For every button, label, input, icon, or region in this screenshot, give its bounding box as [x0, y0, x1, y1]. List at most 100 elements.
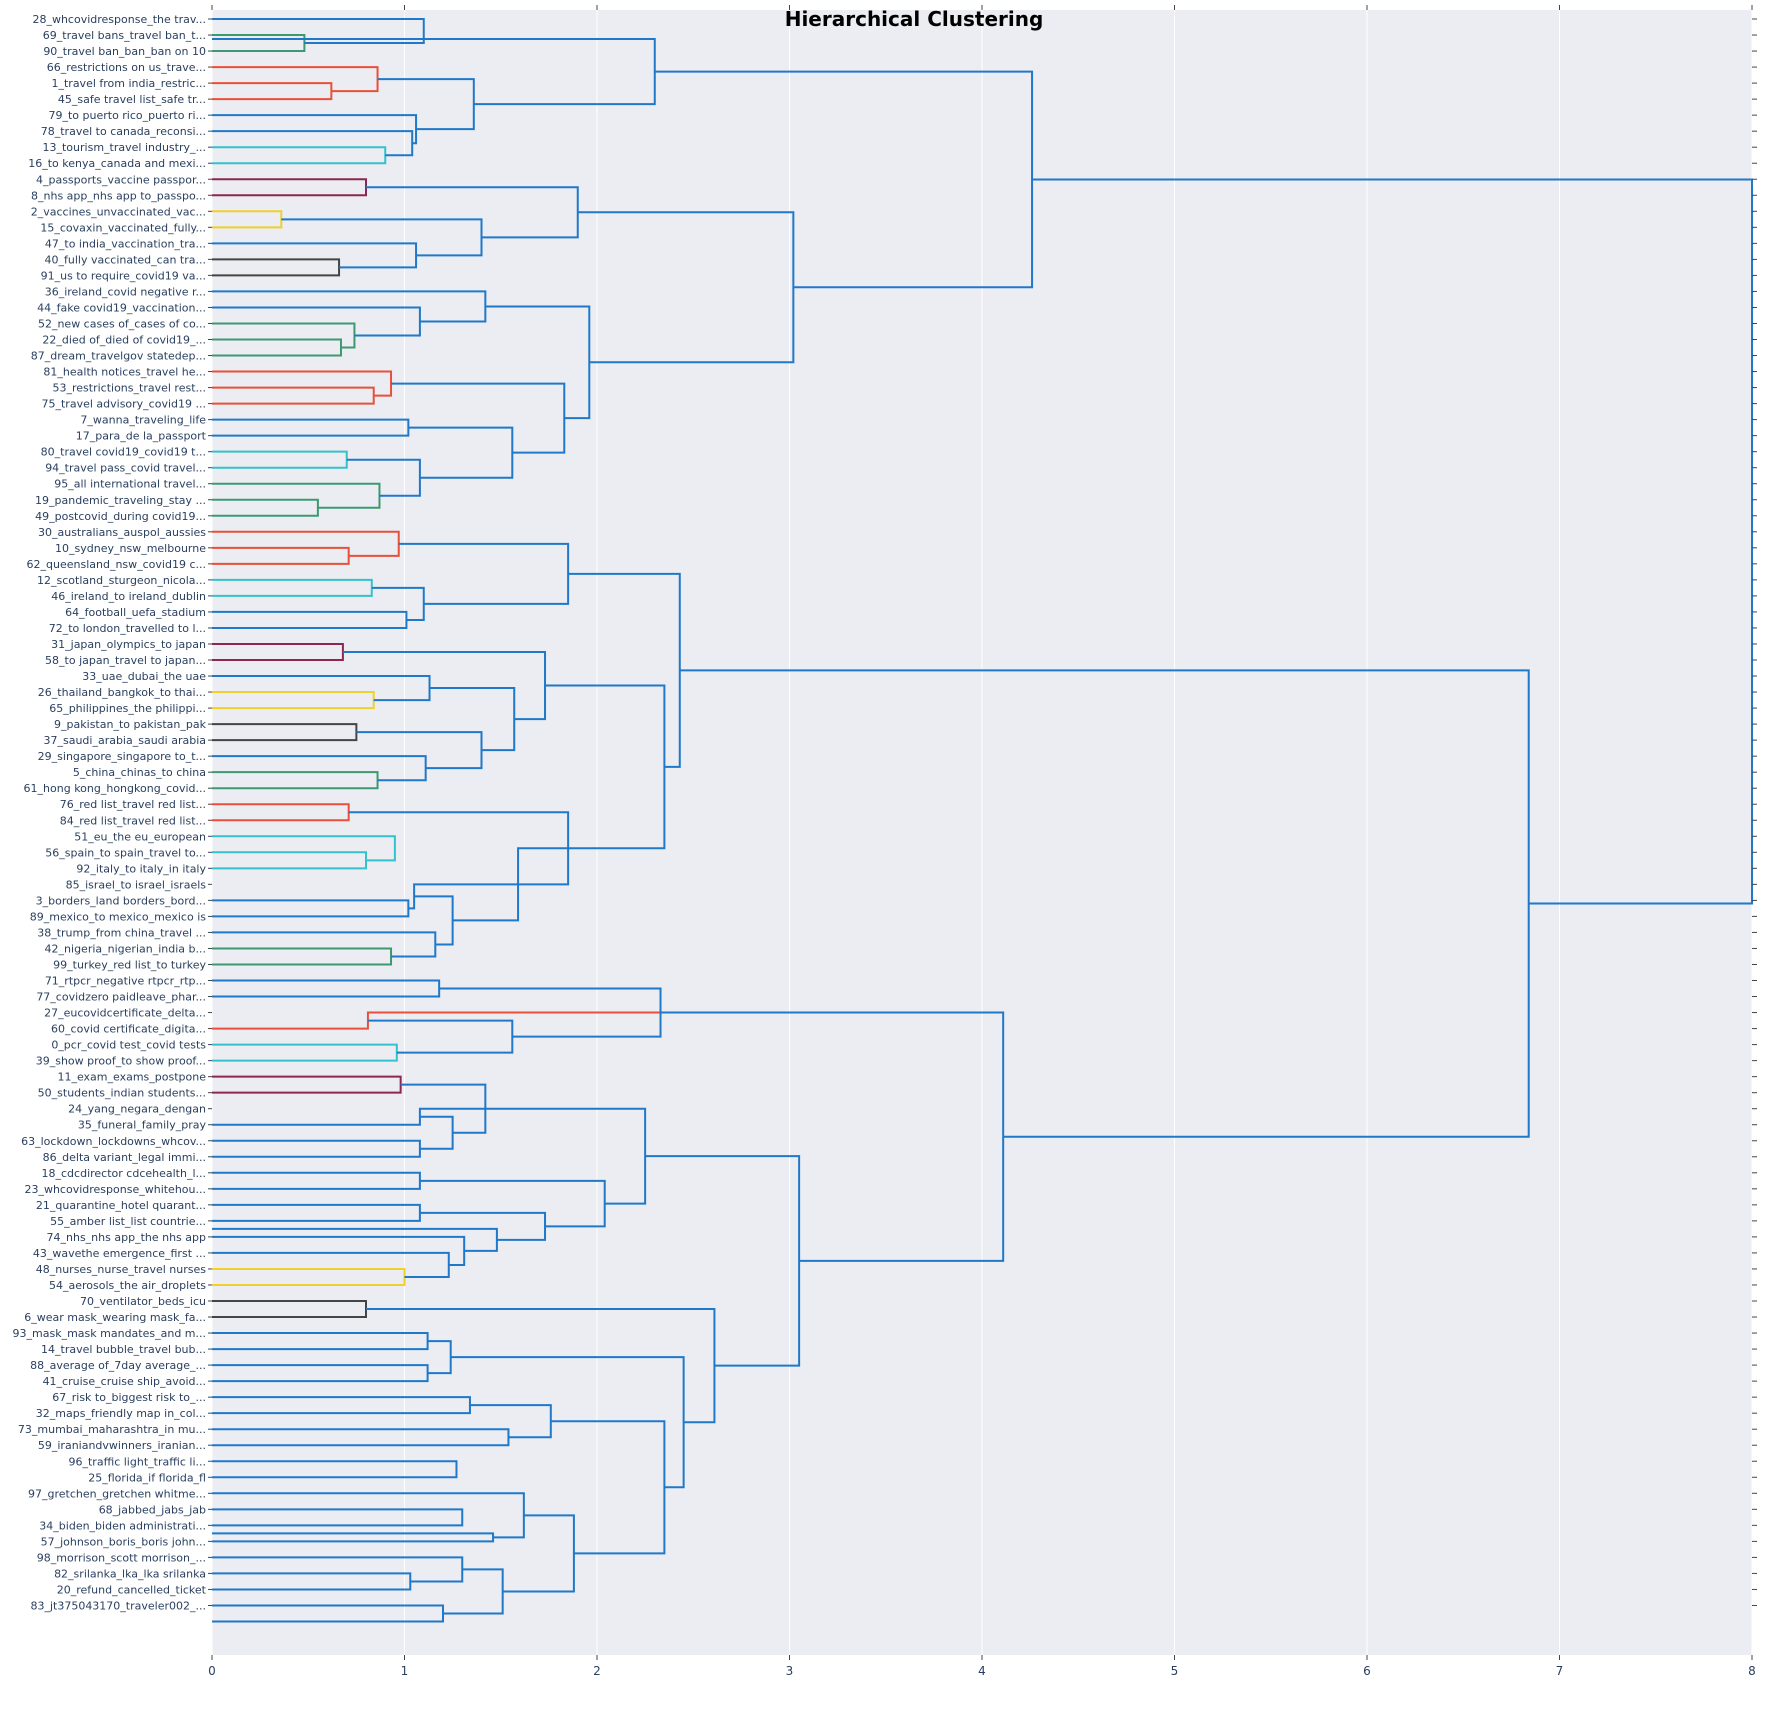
- leaf-label: 50_students_indian students...: [38, 1087, 206, 1100]
- leaf-label: 74_nhs_nhs app_the nhs app: [47, 1231, 206, 1244]
- leaf-label: 81_health notices_travel he...: [43, 366, 206, 379]
- leaf-label: 80_travel covid19_covid19 t...: [41, 446, 206, 459]
- leaf-label: 46_ireland_to ireland_dublin: [51, 590, 206, 603]
- dendrogram-link: [212, 1508, 464, 1527]
- leaf-label: 95_all international travel...: [54, 478, 206, 491]
- leaf-label: 22_died of_died of covid19_...: [42, 334, 206, 347]
- leaf-label: 71_rtpcr_negative rtpcr_rtp...: [45, 975, 206, 988]
- x-tick-label: 0: [208, 1664, 216, 1678]
- leaf-label: 44_fake covid19_vaccination...: [37, 301, 206, 314]
- leaf-label: 19_pandemic_traveling_stay ...: [35, 494, 206, 507]
- leaf-label: 77_covidzero paidleave_phar...: [36, 991, 206, 1004]
- leaf-label: 18_cdcdirector cdcehealth_l...: [42, 1167, 206, 1180]
- leaf-label: 65_philippines_the philippi...: [49, 702, 206, 715]
- x-tick-label: 5: [1171, 1664, 1179, 1678]
- leaf-label: 15_covaxin_vaccinated_fully...: [40, 221, 206, 234]
- leaf-label: 26_thailand_bangkok_to thai...: [38, 686, 206, 699]
- x-axis-ticks: 0 1 2 3 4 5 6 7 8: [208, 5, 1756, 1678]
- x-tick-label: 8: [1748, 1664, 1756, 1678]
- leaf-label: 64_football_uefa_stadium: [65, 606, 206, 619]
- leaf-label: 34_biden_biden administrati...: [39, 1519, 206, 1532]
- leaf-label: 90_travel ban_ban_ban on 10: [43, 45, 206, 58]
- leaf-label: 25_florida_if florida_fl: [88, 1471, 206, 1484]
- leaf-label: 83_jt375043170_traveler002_...: [30, 1599, 206, 1612]
- leaf-label: 54_aerosols_the air_droplets: [49, 1279, 206, 1292]
- leaf-label: 47_to india_vaccination_tra...: [45, 237, 206, 250]
- dendrogram-link: [212, 18, 425, 45]
- leaf-label: 61_hong kong_hongkong_covid...: [24, 782, 206, 795]
- leaf-label: 41_cruise_cruise ship_avoid...: [43, 1375, 206, 1388]
- leaf-label: 51_eu_the eu_european: [74, 830, 206, 843]
- leaf-label: 37_saudi_arabia_saudi arabia: [43, 734, 206, 747]
- leaf-label: 70_ventilator_beds_icu: [80, 1295, 206, 1308]
- dendrogram-link: [1032, 178, 1753, 905]
- leaf-label: 7_wanna_traveling_life: [80, 414, 206, 427]
- leaf-label: 87_dream_travelgov statedep...: [31, 350, 206, 363]
- x-tick-label: 3: [786, 1664, 794, 1678]
- x-tick-label: 2: [593, 1664, 601, 1678]
- leaf-label: 78_travel to canada_reconsi...: [41, 125, 206, 138]
- leaf-label: 9_pakistan_to pakistan_pak: [54, 718, 207, 731]
- leaf-label: 99_turkey_red list_to turkey: [53, 958, 206, 971]
- leaf-label: 82_srilanka_lka_lka srilanka: [54, 1567, 206, 1580]
- leaf-label: 38_trump_from china_travel ...: [37, 926, 206, 939]
- leaf-label: 8_nhs app_nhs app to_passpo...: [31, 189, 206, 202]
- leaf-label: 93_mask_mask mandates_and m...: [13, 1327, 206, 1340]
- leaf-label: 42_nigeria_nigerian_india b...: [45, 942, 206, 955]
- leaf-label: 35_funeral_family_pray: [78, 1119, 207, 1132]
- leaf-label: 45_safe travel list_safe tr...: [58, 93, 206, 106]
- leaf-label: 97_gretchen_gretchen whitme...: [28, 1487, 206, 1500]
- leaf-label: 48_nurses_nurse_travel nurses: [36, 1263, 207, 1276]
- leaf-label: 30_australians_auspol_aussies: [38, 526, 206, 539]
- leaf-label: 52_new cases of_cases of co...: [38, 317, 206, 330]
- leaf-label: 62_queensland_nsw_covid19 c...: [27, 558, 207, 571]
- leaf-label: 55_amber list_list countrie...: [50, 1215, 206, 1228]
- leaf-label: 40_fully vaccinated_can tra...: [45, 253, 206, 266]
- leaf-label: 63_lockdown_lockdowns_whcov...: [21, 1135, 206, 1148]
- leaf-label: 11_exam_exams_postpone: [57, 1071, 206, 1084]
- leaf-label: 57_johnson_boris_boris john...: [41, 1535, 206, 1548]
- leaf-label: 94_travel pass_covid travel...: [45, 462, 206, 475]
- leaf-label: 32_maps_friendly map in_col...: [36, 1407, 206, 1420]
- leaf-label: 33_uae_dubai_the uae: [82, 670, 206, 683]
- leaf-label: 36_ireland_covid negative r...: [45, 285, 206, 298]
- leaf-label: 85_israel_to israel_israels: [66, 878, 207, 891]
- leaf-label: 43_wavethe emergence_first ...: [33, 1247, 206, 1260]
- leaf-label: 92_italy_to italy_in italy: [76, 862, 206, 875]
- leaf-label: 10_sydney_nsw_melbourne: [55, 542, 206, 555]
- x-tick-label: 7: [1556, 1664, 1564, 1678]
- leaf-label: 16_to kenya_canada and mexi...: [28, 157, 206, 170]
- leaf-label: 98_morrison_scott morrison_...: [37, 1551, 206, 1564]
- leaf-label: 56_spain_to spain_travel to...: [45, 846, 206, 859]
- leaf-label: 27_eucovidcertificate_delta...: [44, 1007, 206, 1020]
- leaf-label: 14_travel bubble_travel bub...: [41, 1343, 206, 1356]
- leaf-label: 67_risk to_biggest risk to_...: [52, 1391, 206, 1404]
- leaf-label: 13_tourism_travel industry_...: [43, 141, 207, 154]
- leaf-label: 29_singapore_singapore to_t...: [38, 750, 206, 763]
- x-tick-label: 4: [978, 1664, 986, 1678]
- leaf-label: 72_to london_travelled to l...: [49, 622, 206, 635]
- leaf-label: 2_vaccines_unvaccinated_vac...: [31, 205, 206, 218]
- leaf-label: 53_restrictions_travel rest...: [52, 382, 206, 395]
- leaf-label: 5_china_chinas_to china: [73, 766, 206, 779]
- leaf-label: 39_show proof_to show proof...: [36, 1055, 206, 1068]
- leaf-label: 79_to puerto rico_puerto ri...: [48, 109, 206, 122]
- leaf-label: 58_to japan_travel to japan...: [45, 654, 206, 667]
- leaf-label: 66_restrictions on us_trave...: [47, 61, 206, 74]
- leaf-label: 96_traffic light_traffic li...: [69, 1455, 207, 1468]
- leaf-label: 69_travel bans_travel ban_t...: [43, 29, 206, 42]
- leaf-label: 1_travel from india_restric...: [51, 77, 206, 90]
- leaf-label: 21_quarantine_hotel quarant...: [36, 1199, 206, 1212]
- leaf-label: 12_scotland_sturgeon_nicola...: [37, 574, 206, 587]
- leaf-label: 60_covid certificate_digita...: [51, 1023, 206, 1036]
- leaf-label: 76_red list_travel red list...: [60, 798, 206, 811]
- leaf-label: 59_iraniandvwinners_iranian...: [38, 1439, 206, 1452]
- leaf-label: 20_refund_cancelled_ticket: [57, 1583, 207, 1596]
- x-tick-label: 1: [401, 1664, 409, 1678]
- leaf-label: 0_pcr_covid test_covid tests: [51, 1039, 206, 1052]
- leaf-label: 88_average of_7day average_...: [30, 1359, 206, 1372]
- leaf-label: 17_para_de la_passport: [76, 430, 207, 443]
- leaf-label: 73_mumbai_maharashtra_in mu...: [18, 1423, 206, 1436]
- leaf-label: 24_yang_negara_dengan: [68, 1103, 206, 1116]
